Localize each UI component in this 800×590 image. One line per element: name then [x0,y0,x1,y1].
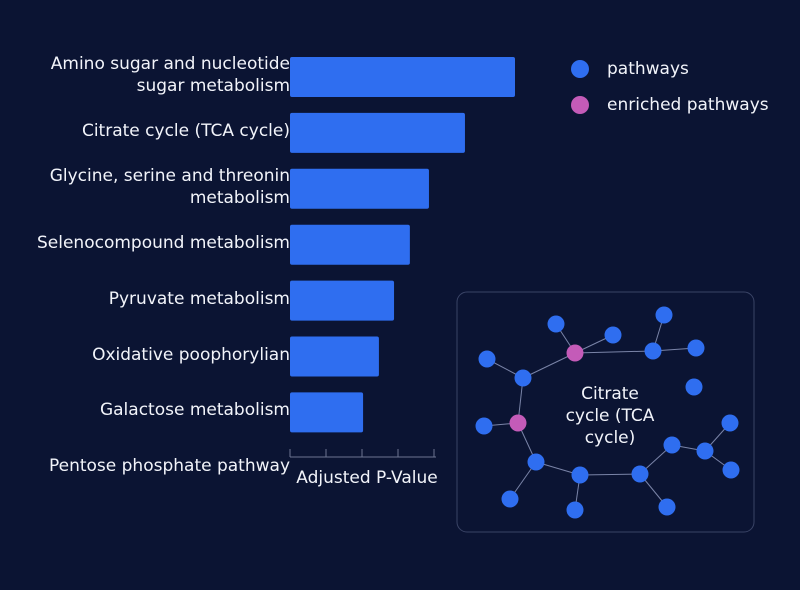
bar [290,112,465,153]
bar [290,224,410,265]
network-node [571,466,589,484]
network-node [509,414,527,432]
network-node [685,378,703,396]
y-tick-label: Amino sugar and nucleotide sugar metabol… [50,54,290,96]
network-node [527,453,545,471]
network-node [687,339,705,357]
network-node [696,442,714,460]
network-node [547,315,565,333]
y-tick-label: Pentose phosphate pathway [48,456,290,477]
y-tick-label: Glycine, serine and threonin metabolism [49,165,290,208]
network-panel [456,291,755,533]
network-node [566,501,584,519]
network-node [475,417,493,435]
network-node [501,490,519,508]
y-tick-label: Galactose metabolism [99,400,290,421]
bar [290,57,515,97]
legend-marker [571,60,589,78]
bar [290,336,379,377]
bar [290,280,395,321]
y-tick-label: Pyruvate metabolism [108,288,290,309]
network-node [478,350,496,368]
legend-label: pathways [607,59,689,79]
network-node [644,342,662,360]
network-edge [579,473,641,476]
network-node [721,414,739,432]
bar [290,168,429,209]
network-node [514,369,532,387]
legend-label: enriched pathways [607,95,769,115]
network-edge [574,350,654,354]
network-node [631,465,649,483]
network-node [658,498,676,516]
network-edge [522,352,576,379]
bar [290,392,364,433]
network-label: Citrate cycle (TCA cycle) [565,384,655,448]
y-tick-label: Selenocompound metabolism [36,232,290,253]
y-tick-label: Oxidative poophorylian [92,344,290,365]
x-axis-label: Adjusted P-Value [296,468,438,488]
network-node [722,461,740,479]
network-node [604,326,622,344]
legend-marker [571,96,589,114]
network-node [566,344,584,362]
network-node [655,306,673,324]
y-tick-label: Citrate cycle (TCA cycle) [81,120,290,141]
network-node [663,436,681,454]
